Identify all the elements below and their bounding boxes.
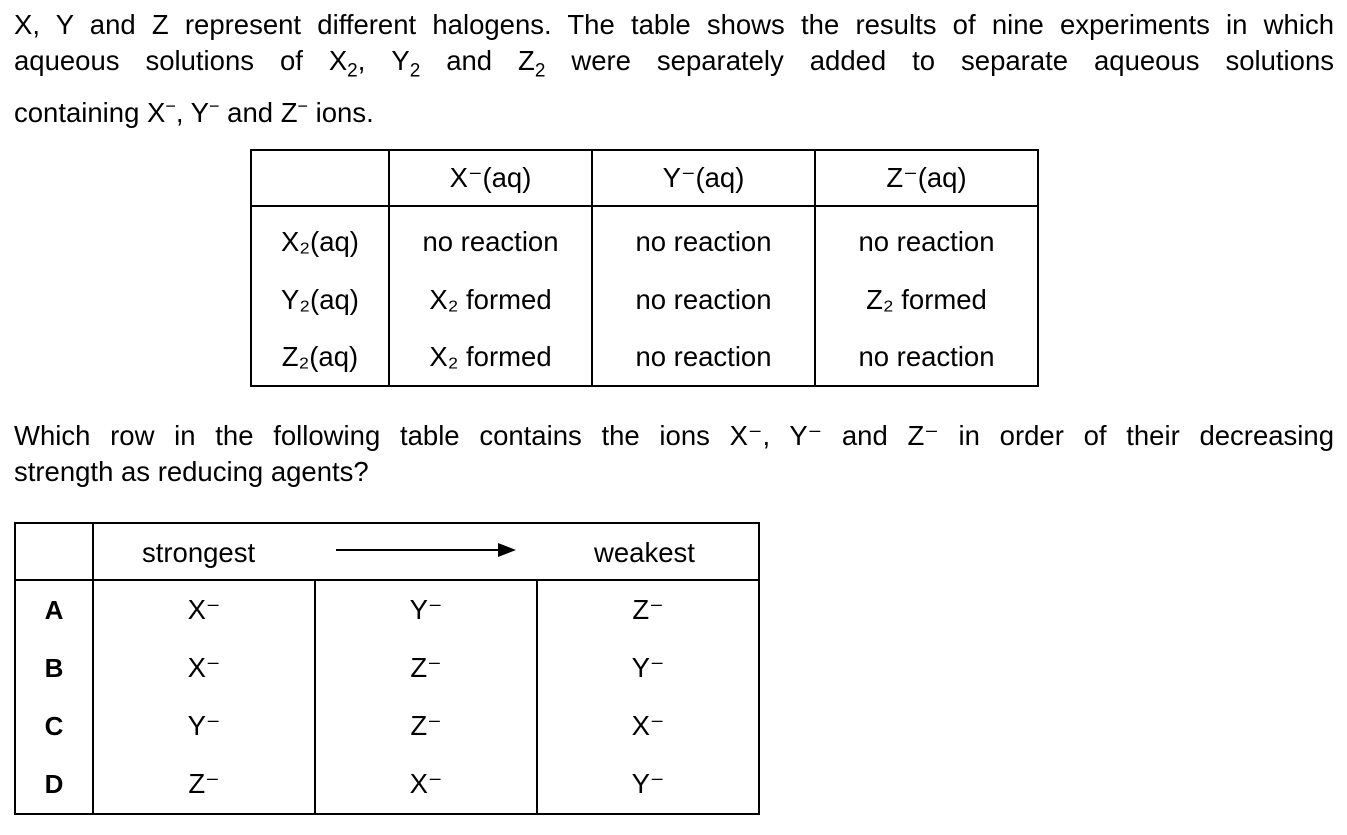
option-ion: X⁻ xyxy=(92,639,316,697)
option-ion: X⁻ xyxy=(92,580,316,639)
header-weakest: weakest xyxy=(594,537,695,568)
options-header: strongest weakest xyxy=(93,523,759,581)
option-row-a[interactable]: A X⁻ Y⁻ Z⁻ xyxy=(14,580,760,639)
option-letter[interactable]: B xyxy=(14,639,94,697)
results-row: Z₂(aq) X₂ formed no reaction no reaction xyxy=(250,329,1039,386)
question-line-2: strength as reducing agents? xyxy=(14,455,369,487)
option-letter[interactable]: D xyxy=(14,755,94,814)
option-ion: Z⁻ xyxy=(314,697,538,755)
results-header-x: X⁻(aq) xyxy=(388,149,593,207)
option-ion: X⁻ xyxy=(536,697,760,755)
option-ion: Z⁻ xyxy=(536,580,760,639)
option-letter[interactable]: C xyxy=(14,697,94,755)
question-paragraph: Which row in the following table contain… xyxy=(14,418,1334,489)
intro-line-2: aqueous solutions of X2, Y2 and Z2 were … xyxy=(14,44,1335,82)
results-header-y: Y⁻(aq) xyxy=(591,149,816,207)
option-ion: Z⁻ xyxy=(314,639,538,697)
intro-paragraph: X, Y and Z represent different halogens.… xyxy=(14,7,1334,130)
option-row-d[interactable]: D Z⁻ X⁻ Y⁻ xyxy=(14,755,760,814)
results-cell: no reaction xyxy=(814,206,1039,271)
results-header-z: Z⁻(aq) xyxy=(814,149,1039,207)
results-cell: no reaction xyxy=(591,271,816,329)
results-reagent: X₂(aq) xyxy=(250,206,390,271)
results-row: Y₂(aq) X₂ formed no reaction Z₂ formed xyxy=(250,271,1039,329)
results-reagent: Z₂(aq) xyxy=(250,329,390,386)
results-cell: no reaction xyxy=(591,206,816,271)
results-header-blank xyxy=(250,149,390,207)
option-ion: Y⁻ xyxy=(314,580,538,639)
results-cell: no reaction xyxy=(591,329,816,386)
results-cell: no reaction xyxy=(814,329,1039,386)
options-table: strongest weakest A X⁻ Y⁻ Z⁻ B X⁻ Z⁻ Y⁻ … xyxy=(14,522,760,815)
right-arrow-icon xyxy=(336,543,516,557)
question-line-1: Which row in the following table contain… xyxy=(14,420,1334,451)
option-ion: X⁻ xyxy=(314,755,538,814)
option-row-c[interactable]: C Y⁻ Z⁻ X⁻ xyxy=(14,697,760,755)
results-cell: no reaction xyxy=(388,206,593,271)
results-row: X₂(aq) no reaction no reaction no reacti… xyxy=(250,206,1039,271)
header-strongest: strongest xyxy=(142,537,256,568)
results-cell: Z₂ formed xyxy=(814,271,1039,329)
option-row-b[interactable]: B X⁻ Z⁻ Y⁻ xyxy=(14,639,760,697)
results-table: X⁻(aq) Y⁻(aq) Z⁻(aq) X₂(aq) no reaction … xyxy=(250,149,1039,387)
option-letter[interactable]: A xyxy=(14,580,94,639)
results-cell: X₂ formed xyxy=(388,271,593,329)
results-reagent: Y₂(aq) xyxy=(250,271,390,329)
intro-line-1: X, Y and Z represent different halogens.… xyxy=(14,9,1334,40)
option-ion: Y⁻ xyxy=(536,755,760,814)
results-cell: X₂ formed xyxy=(388,329,593,386)
intro-line-3: containing X−, Y− and Z− ions. xyxy=(14,95,374,128)
option-ion: Y⁻ xyxy=(92,697,316,755)
option-ion: Y⁻ xyxy=(536,639,760,697)
options-header-blank xyxy=(15,523,94,581)
option-ion: Z⁻ xyxy=(92,755,316,814)
